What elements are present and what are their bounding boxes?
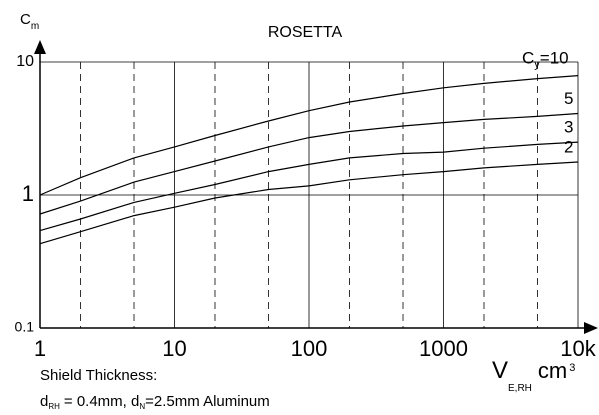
x-tick-label: 1000 (419, 336, 468, 361)
x-axis-label: VE,RHcm 3 (492, 357, 575, 393)
y-axis-label: Cm (20, 11, 39, 32)
series-line (39, 75, 579, 196)
series-label-value: 10 (550, 49, 569, 68)
chart-title: ROSETTA (268, 24, 343, 41)
y-tick-label: 10 (16, 53, 34, 70)
x-tick-label: 10 (162, 336, 186, 361)
x-axis-arrow (584, 322, 598, 334)
y-axis-arrow (34, 40, 46, 54)
series-line (39, 112, 579, 215)
series-label-symbol: C (522, 49, 534, 68)
series-label: 5 (564, 89, 573, 108)
x-tick-label: 10k (560, 336, 596, 361)
x-tick-label: 1 (34, 336, 46, 361)
series-label-equals: = (540, 49, 550, 68)
series-label: 3 (564, 118, 573, 137)
y-tick-label: 1 (22, 181, 34, 206)
footnote-line2: dRH = 0.4mm, dN=2.5mm Aluminum (40, 393, 270, 411)
footnote-line1: Shield Thickness: (40, 367, 157, 384)
x-tick-label: 100 (291, 336, 328, 361)
series-label-subscript: y (534, 59, 540, 71)
series-line (39, 161, 579, 245)
series-label: 2 (564, 138, 573, 157)
series-line (39, 141, 579, 232)
series-label: Cy=10 (522, 49, 569, 70)
y-tick-label: 0.1 (15, 319, 35, 335)
